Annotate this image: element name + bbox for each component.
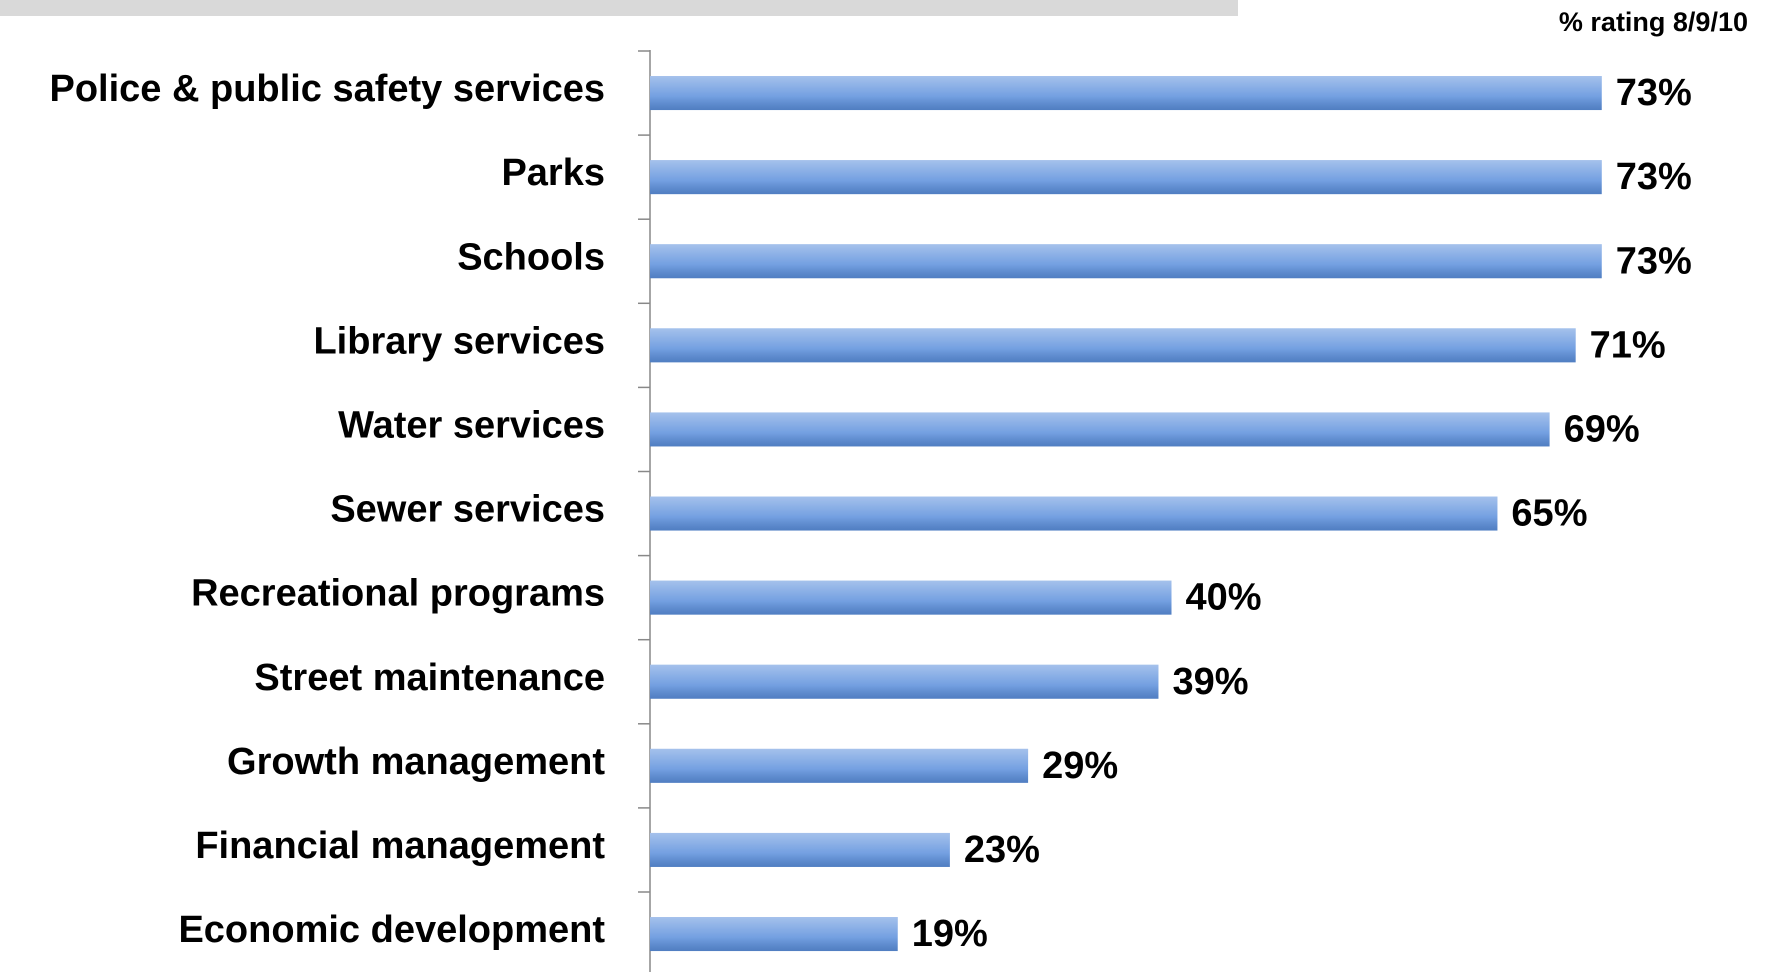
value-label: 69%: [1564, 408, 1640, 450]
value-label: 65%: [1511, 493, 1587, 535]
bar-shine: [650, 664, 1159, 699]
category-label: Street maintenance: [254, 657, 605, 699]
category-label: Water services: [338, 404, 605, 446]
category-label: Parks: [501, 152, 605, 194]
category-label: Financial management: [195, 825, 605, 867]
bar-shine: [650, 748, 1029, 783]
category-label: Schools: [457, 236, 605, 278]
header-band: [0, 0, 1238, 16]
value-label: 71%: [1590, 324, 1666, 366]
bar-shine: [650, 412, 1550, 447]
value-label: 23%: [964, 829, 1040, 871]
value-label: 29%: [1042, 745, 1118, 787]
bar-shine: [650, 496, 1498, 531]
category-label: Economic development: [178, 909, 605, 951]
category-label: Growth management: [227, 741, 605, 783]
bar-shine: [650, 76, 1602, 111]
value-label: 39%: [1172, 661, 1248, 703]
category-label: Recreational programs: [191, 573, 605, 615]
bar-shine: [650, 244, 1602, 279]
bar-shine: [650, 328, 1576, 363]
value-label: 40%: [1185, 577, 1261, 619]
value-label: 19%: [912, 913, 988, 955]
category-label: Library services: [313, 320, 605, 362]
bar-shine: [650, 917, 898, 952]
value-label: 73%: [1616, 240, 1692, 282]
value-label: 73%: [1616, 72, 1692, 114]
category-label: Police & public safety services: [50, 68, 606, 110]
category-label: Sewer services: [330, 489, 605, 531]
bar-shine: [650, 160, 1602, 195]
value-label: 73%: [1616, 156, 1692, 198]
chart-subtitle: % rating 8/9/10: [1559, 7, 1748, 37]
bar-shine: [650, 580, 1172, 615]
bar-shine: [650, 832, 950, 867]
